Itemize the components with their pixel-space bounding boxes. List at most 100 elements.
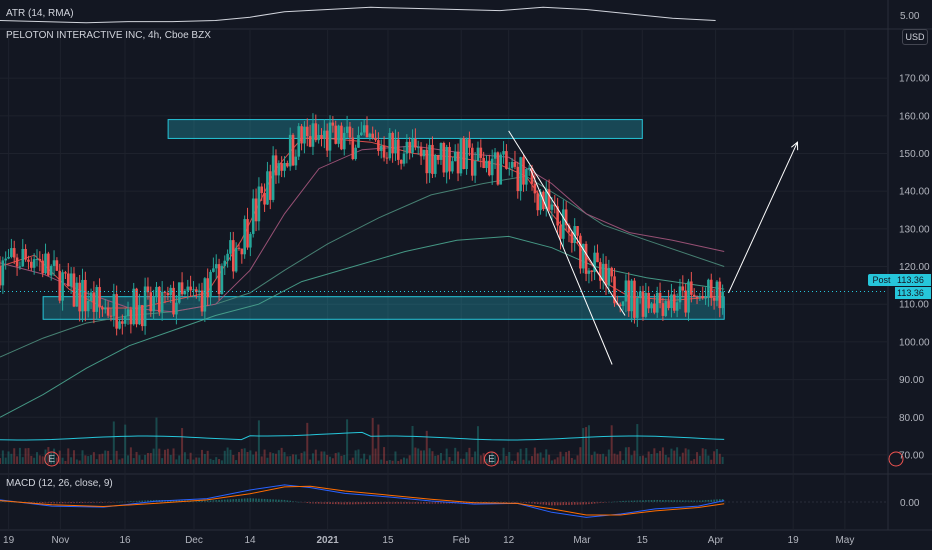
macd-histogram-bar (144, 500, 146, 502)
time-axis[interactable]: 19 Nov 16 Dec 14 2021 15 Feb 12 Mar 15 Apr 19 May (3, 535, 854, 546)
volume-bar (633, 450, 636, 464)
macd-histogram-bar (172, 500, 175, 502)
candle-body (527, 167, 531, 170)
volume-bar (146, 452, 149, 464)
volume-bar (542, 457, 545, 464)
candle-body (502, 151, 505, 155)
candle-body (707, 279, 710, 298)
volume-bar (203, 453, 206, 464)
x-tick-label: Mar (573, 535, 591, 546)
macd-histogram-bar (266, 499, 269, 502)
macd-histogram-bar (590, 502, 593, 504)
candle-body (126, 309, 130, 317)
post-price-tag: 113.36 (895, 274, 931, 286)
macd-histogram-bar (585, 502, 587, 505)
candle-body (488, 160, 491, 176)
volume-bar (297, 459, 300, 464)
volume-bar (465, 452, 468, 464)
macd-histogram-bar (195, 500, 198, 502)
volume-bar (27, 448, 30, 464)
candle-body (149, 292, 153, 312)
candle-body (274, 155, 278, 176)
candle-body (519, 157, 522, 192)
candle-body (101, 307, 104, 310)
volume-bar (272, 453, 275, 464)
candle-body (92, 292, 96, 312)
macd-histogram-bar (386, 502, 388, 504)
volume-bar (186, 459, 189, 464)
volume-bar (715, 448, 718, 464)
candle-body (490, 158, 494, 176)
candle-body (220, 265, 224, 295)
candle-body (576, 226, 579, 236)
macd-histogram-bar (562, 502, 565, 506)
macd-histogram-bar (579, 502, 582, 505)
volume-bar (485, 458, 488, 464)
volume-bar (599, 454, 602, 464)
volume-bar (528, 460, 531, 464)
volume-bar (545, 449, 548, 464)
candle-body (709, 279, 713, 298)
candle-body (510, 161, 514, 168)
candle-body (231, 240, 235, 272)
volume-bar (357, 449, 360, 464)
volume-bar (294, 454, 297, 464)
candle-body (18, 266, 22, 268)
volume-bar (47, 447, 50, 464)
candle-body (425, 149, 429, 174)
candle-body (459, 138, 463, 174)
volume-bar (522, 459, 525, 464)
volume-bar (92, 452, 95, 464)
candle-body (650, 303, 653, 309)
macd-histogram-bar (425, 502, 428, 504)
volume-bar (129, 447, 132, 464)
volume-bar (343, 454, 346, 464)
volume-bar (274, 453, 277, 464)
candle-body (246, 219, 249, 248)
macd-histogram-bar (417, 502, 420, 504)
candle-body (630, 280, 633, 312)
macd-histogram-bar (286, 500, 289, 502)
candle-body (271, 155, 275, 200)
macd-histogram-bar (306, 502, 309, 503)
macd-histogram-bar (67, 502, 70, 504)
macd-histogram-bar (349, 502, 351, 505)
macd-histogram-bar (178, 500, 181, 502)
earnings-marker-label: E (48, 454, 55, 465)
macd-histogram-bar (39, 502, 41, 503)
volume-bar (144, 454, 147, 464)
volume-bar (61, 457, 64, 464)
price-axis[interactable]: 70.00 80.00 90.00 100.00 110.00 120.00 130.00 1… (899, 74, 930, 462)
macd-histogram-bar (258, 498, 260, 502)
candle-body (428, 144, 431, 174)
candlestick-series (0, 113, 724, 336)
volume-bar (513, 460, 516, 464)
volume-bar (437, 455, 440, 464)
volume-bar (98, 454, 101, 464)
chart-title: PELOTON INTERACTIVE INC, 4h, Cboe BZX (6, 30, 211, 41)
candle-body (624, 280, 628, 302)
volume-bar (189, 452, 192, 464)
currency-button[interactable]: USD (902, 29, 928, 45)
candle-body (27, 259, 30, 262)
volume-bar (141, 459, 144, 464)
macd-histogram-bar (647, 500, 650, 502)
volume-bar (596, 453, 599, 464)
macd-histogram-bar (707, 499, 710, 502)
volume-bar (400, 459, 403, 464)
macd-histogram-bar (44, 502, 47, 504)
macd-histogram-bar (462, 502, 465, 504)
candle-body (263, 192, 266, 205)
macd-histogram-bar (400, 502, 402, 504)
volume-bar (317, 460, 320, 464)
volume-bar (35, 452, 38, 464)
volume-bar (172, 448, 175, 464)
volume-bar (414, 447, 417, 464)
volume-bar (67, 448, 70, 464)
candle-body (382, 145, 386, 158)
candle-body (670, 294, 673, 309)
candle-body (214, 264, 218, 269)
volume-bar (405, 458, 408, 464)
candle-body (121, 321, 124, 324)
